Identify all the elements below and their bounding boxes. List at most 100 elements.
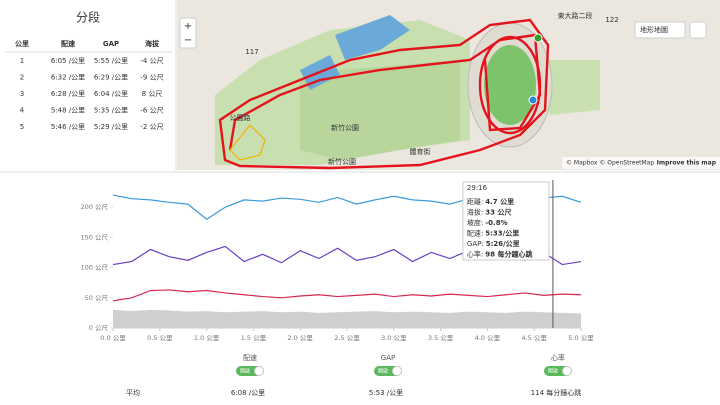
tooltip-value: -0.8%: [485, 219, 507, 227]
x-tick-label: 2.0 公里: [287, 334, 313, 342]
toggle-knob[interactable]: [392, 366, 402, 376]
tooltip-label: 配速:: [467, 230, 483, 238]
lake: [335, 15, 410, 60]
route: [478, 35, 542, 135]
splits-title: 分段: [76, 10, 100, 25]
split-cell: 2: [20, 74, 24, 82]
x-tick-label: 4.5 公里: [521, 334, 547, 342]
zoom-control[interactable]: [179, 17, 197, 49]
toggle-text[interactable]: 開啟: [240, 368, 250, 375]
y-tick-label: 0 公尺: [89, 324, 109, 332]
split-cell: 5:35 /公里: [94, 107, 128, 115]
x-tick-label: 3.0 公里: [381, 334, 407, 342]
split-cell: 6:32 /公里: [51, 74, 85, 82]
tooltip-value: 4.7 公里: [485, 197, 514, 206]
tooltip-label: 心率:: [467, 250, 483, 259]
toggle-knob[interactable]: [254, 366, 264, 376]
average-value: 114 每分鐘心跳: [531, 388, 582, 397]
average-value: 6:08 /公里: [231, 389, 265, 397]
y-tick-label: 200 公尺: [81, 203, 109, 211]
series-line: [112, 289, 582, 302]
track: [229, 124, 266, 161]
split-cell: 5:55 /公里: [94, 57, 128, 65]
split-cell: 6:05 /公里: [51, 57, 85, 65]
control-label: 心率: [551, 353, 565, 362]
tooltip-value: 33 公尺: [485, 209, 511, 217]
elevation-area: [113, 309, 581, 328]
end: [528, 95, 538, 105]
map-label: 體育街: [410, 147, 431, 156]
chart: 0 公尺 50 公尺 100 公尺 150 公尺 200 公尺 0.0 公里 0.5 公里 1…: [81, 180, 594, 397]
split-cell: 1: [20, 57, 24, 65]
tooltip-label: 坡度:: [467, 218, 483, 227]
tooltip: [462, 181, 550, 261]
layer-select[interactable]: [634, 21, 686, 39]
split-header: 公里: [15, 39, 29, 48]
toggle-knob[interactable]: [562, 366, 572, 376]
map-label: 新竹公園: [331, 123, 359, 132]
toggle-text[interactable]: 開啟: [548, 368, 558, 375]
average-label: 平均: [126, 388, 140, 397]
map-label: 新竹公園: [328, 157, 356, 166]
split-header: 海拔: [145, 39, 160, 48]
map-label: 公園路: [230, 113, 251, 122]
x-tick-label: 5.0 公里: [568, 334, 594, 342]
park: [300, 60, 460, 160]
map-label: 東大路二段: [558, 11, 593, 20]
x-tick-label: 0.0 公里: [100, 334, 126, 342]
split-cell: -4 公尺: [140, 57, 163, 65]
map: + − 地形地圖 新竹公園 117 122 公園路 東大路二段 體育街 新竹公園…: [177, 0, 720, 170]
fullscreen[interactable]: [689, 21, 707, 39]
zoom-in[interactable]: +: [184, 21, 192, 32]
x-tick-label: 1.0 公里: [194, 334, 220, 342]
splits-panel: [0, 0, 176, 170]
split-header: 配速: [61, 39, 75, 48]
y-tick-label: 150 公尺: [81, 233, 109, 241]
x-tick-label: 1.5 公里: [241, 334, 267, 342]
average-value: 5:53 /公里: [369, 389, 403, 397]
y-tick-label: 100 公尺: [81, 264, 109, 272]
map-label: 117: [245, 48, 258, 56]
split-cell: -6 公尺: [140, 107, 163, 115]
control-label: GAP: [381, 354, 395, 362]
tooltip-label: GAP:: [467, 240, 484, 248]
x-tick-label: 0.5 公里: [147, 334, 173, 342]
split-cell: 8 公尺: [142, 90, 163, 98]
field: [484, 45, 536, 125]
y-tick-label: 50 公尺: [85, 294, 109, 302]
x-tick-label: 3.5 公里: [428, 334, 454, 342]
split-cell: 5: [20, 123, 24, 131]
tooltip-time: 29:16: [467, 184, 488, 192]
x-tick-label: 2.5 公里: [334, 334, 360, 342]
map-label: 122: [605, 16, 618, 24]
route: [218, 18, 550, 170]
park: [540, 60, 600, 115]
attribution: © Mapbox © OpenStreetMap: [566, 160, 654, 167]
tooltip-label: 海拔:: [467, 208, 483, 217]
toggle-text[interactable]: 開啟: [378, 368, 388, 375]
improve-link[interactable]: Improve this map: [657, 160, 717, 167]
split-cell: 6:29 /公里: [94, 74, 128, 82]
control-label: 配速: [243, 354, 257, 362]
attribution-bg: [562, 157, 720, 169]
split-cell: 6:04 /公里: [94, 90, 128, 98]
tooltip-value: 98 每分鐘心跳: [485, 250, 532, 259]
zoom-out[interactable]: −: [184, 35, 192, 46]
start: [533, 33, 543, 43]
split-cell: 4: [20, 107, 25, 115]
split-cell: 5:29 /公里: [94, 123, 128, 131]
split-cell: -9 公尺: [140, 74, 163, 82]
layer-label[interactable]: 地形地圖: [640, 25, 668, 34]
split-cell: 5:46 /公里: [51, 123, 85, 131]
split-cell: 5:48 /公里: [51, 107, 85, 115]
split-cell: 3: [20, 90, 24, 98]
tooltip-value: 5:33/公里: [485, 229, 519, 238]
split-cell: 6:28 /公里: [51, 90, 85, 98]
x-tick-label: 4.0 公里: [475, 334, 501, 342]
tooltip-value: 5:26/公里: [486, 239, 520, 248]
tooltip-label: 距離:: [467, 197, 483, 206]
route: [228, 33, 542, 151]
splits-table: 公里 配速 GAP 海拔 1 6:05 /公里 5:55 /公里 -4 公尺 2 6:32 /公里…: [5, 39, 172, 131]
split-cell: -2 公尺: [140, 123, 163, 131]
